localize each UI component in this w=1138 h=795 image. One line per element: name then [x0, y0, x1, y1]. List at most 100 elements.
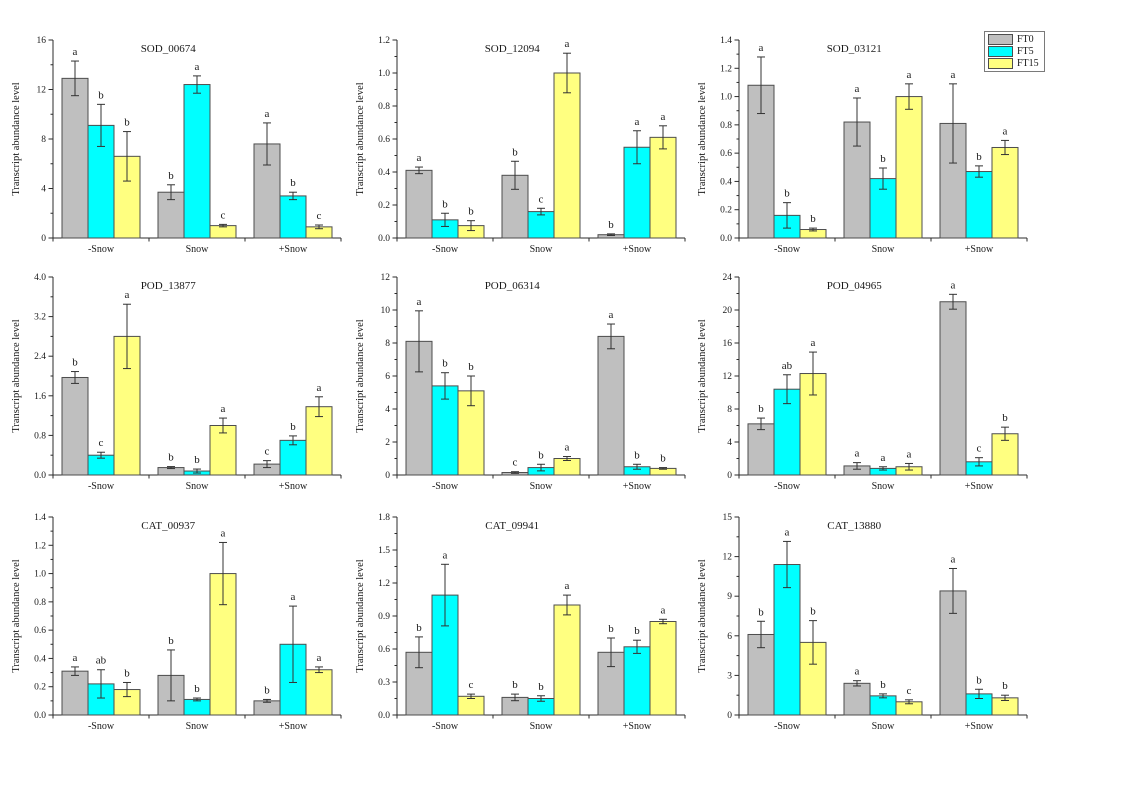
- bar-FT0--Snow: [61, 670, 89, 716]
- x-tick-label: Snow: [186, 481, 210, 492]
- sig-letter: c: [513, 457, 518, 469]
- y-tick-label: 0.2: [34, 683, 46, 693]
- bar-FT0--Snow: [61, 376, 89, 476]
- y-tick-label: 1.4: [34, 513, 46, 523]
- bar-FT0--Snow: [405, 169, 433, 239]
- sig-letter: c: [317, 210, 322, 222]
- sig-letter: a: [73, 652, 78, 664]
- y-axis-label: Transcript abundance level: [697, 319, 708, 432]
- sig-letter: b: [442, 358, 448, 370]
- x-tick-label: +Snow: [279, 244, 308, 255]
- sig-letter: b: [72, 357, 78, 369]
- bar-FT5-+Snow: [965, 171, 993, 239]
- y-tick-label: 1.0: [720, 93, 732, 103]
- y-tick-label: 15: [723, 513, 733, 523]
- y-axis-label: Transcript abundance level: [355, 559, 366, 672]
- x-tick-label: Snow: [872, 721, 896, 732]
- sig-letter: b: [758, 606, 764, 618]
- x-tick-label: -Snow: [432, 481, 459, 492]
- y-tick-label: 4: [385, 405, 390, 415]
- sig-letter: b: [468, 206, 474, 218]
- chart-SOD_12094: 0.0 0.2 0.4 0.6 0.8 1.0 1.2 -Snow Snow +Snow SOD_1…: [355, 36, 686, 255]
- sig-letter: a: [907, 69, 912, 81]
- sig-letter: b: [264, 684, 270, 696]
- y-tick-label: 0.2: [378, 201, 390, 211]
- sig-letter: b: [1002, 680, 1008, 692]
- y-tick-label: 1.0: [34, 570, 46, 580]
- legend-swatch-ft5: [988, 46, 1013, 57]
- y-tick-label: 0.6: [378, 645, 390, 655]
- sig-letter: a: [417, 152, 422, 164]
- sig-letter: a: [635, 116, 640, 128]
- sig-letter: a: [951, 69, 956, 81]
- sig-letter: b: [810, 606, 816, 618]
- y-tick-label: 4: [727, 438, 732, 448]
- chart-SOD_00674: 0 4 8 12 16 -Snow Snow +Snow SOD_00674 Transcript…: [11, 36, 342, 255]
- y-tick-label: 1.2: [378, 36, 390, 46]
- y-tick-label: 0.6: [720, 149, 732, 159]
- y-axis-label: Transcript abundance level: [11, 82, 22, 195]
- bar-FT5-+Snow: [279, 195, 307, 239]
- y-tick-label: 0.8: [720, 121, 732, 131]
- sig-letter: b: [290, 421, 296, 433]
- bar-FT0-+Snow: [597, 335, 625, 476]
- y-tick-label: 24: [723, 273, 733, 283]
- chart-title: POD_04965: [827, 280, 883, 292]
- y-tick-label: 1.0: [378, 69, 390, 79]
- y-tick-label: 0: [727, 471, 732, 481]
- sig-letter: b: [468, 361, 474, 373]
- sig-letter: a: [565, 38, 570, 50]
- y-tick-label: 8: [41, 135, 46, 145]
- chart-title: POD_13877: [141, 280, 197, 292]
- legend-swatch-ft0: [988, 34, 1013, 45]
- y-tick-label: 0.0: [378, 234, 390, 244]
- chart-POD_13877: 0.0 0.8 1.6 2.4 3.2 4.0 -Snow Snow +Snow POD_1387…: [11, 273, 342, 492]
- sig-letter: c: [469, 679, 474, 691]
- sig-letter: a: [565, 580, 570, 592]
- sig-letter: a: [73, 46, 78, 58]
- y-tick-label: 0.0: [34, 471, 46, 481]
- bar-FT0--Snow: [61, 77, 89, 239]
- y-tick-label: 1.4: [720, 36, 732, 46]
- x-tick-label: +Snow: [623, 481, 652, 492]
- y-tick-label: 2.4: [34, 352, 46, 362]
- sig-letter: a: [221, 527, 226, 539]
- sig-letter: a: [951, 279, 956, 291]
- sig-letter: b: [880, 153, 886, 165]
- x-tick-label: Snow: [186, 244, 210, 255]
- legend: FT0 FT5 FT15: [984, 31, 1045, 72]
- y-tick-label: 0.0: [34, 711, 46, 721]
- y-tick-label: 4.0: [34, 273, 46, 283]
- y-tick-label: 0.6: [378, 135, 390, 145]
- y-tick-label: 1.2: [34, 541, 46, 551]
- bar-FT5-Snow: [869, 695, 897, 716]
- legend-label-ft15: FT15: [1017, 58, 1039, 69]
- y-tick-label: 8: [727, 405, 732, 415]
- sig-letter: c: [265, 446, 270, 458]
- legend-entry-ft0: FT0: [988, 34, 1039, 45]
- sig-letter: c: [907, 685, 912, 697]
- bar-FT15-Snow: [209, 425, 237, 476]
- y-tick-label: 0.4: [34, 654, 46, 664]
- bar-FT5--Snow: [773, 564, 801, 716]
- sig-letter: a: [661, 604, 666, 616]
- y-axis-label: Transcript abundance level: [697, 82, 708, 195]
- chart-title: CAT_09941: [485, 520, 539, 532]
- y-tick-label: 6: [385, 372, 390, 382]
- y-axis-label: Transcript abundance level: [355, 82, 366, 195]
- x-tick-label: Snow: [530, 244, 554, 255]
- sig-letter: a: [195, 61, 200, 73]
- bar-FT15-+Snow: [649, 621, 677, 716]
- y-tick-label: 12: [723, 553, 733, 563]
- x-tick-label: -Snow: [432, 244, 459, 255]
- x-tick-label: +Snow: [965, 481, 994, 492]
- x-tick-label: +Snow: [279, 481, 308, 492]
- bar-FT15--Snow: [457, 695, 485, 716]
- sig-letter: b: [634, 449, 640, 461]
- sig-letter: b: [784, 188, 790, 200]
- x-tick-label: Snow: [186, 721, 210, 732]
- x-tick-label: Snow: [872, 244, 896, 255]
- y-tick-label: 8: [385, 339, 390, 349]
- x-tick-label: +Snow: [623, 244, 652, 255]
